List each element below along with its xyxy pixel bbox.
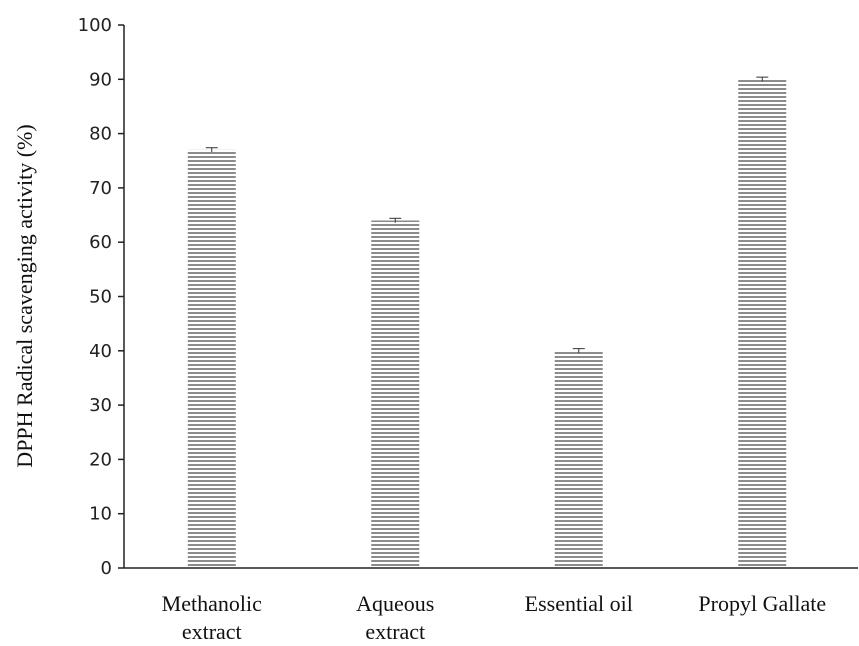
y-tick-label: 40: [89, 341, 112, 362]
y-tick-label: 100: [78, 15, 112, 36]
y-tick-label: 0: [101, 558, 112, 579]
category-label: Essential oil: [525, 591, 633, 616]
y-tick-label: 70: [89, 178, 112, 199]
y-tick-label: 50: [89, 287, 112, 308]
bar: [554, 350, 603, 568]
y-tick-label: 80: [89, 124, 112, 145]
y-tick-label: 90: [89, 69, 112, 90]
category-labels: Methanolic extract Aqueous extract Essential…: [162, 591, 826, 644]
y-tick-label: 20: [89, 449, 112, 470]
category-label: Methanolic extract: [162, 591, 262, 644]
bar: [187, 149, 236, 568]
y-axis-title: DPPH Radical scavenging activity (%): [12, 124, 37, 467]
error-bar: [205, 147, 218, 153]
y-tick-label: 30: [89, 395, 112, 416]
bar: [738, 79, 787, 569]
error-bar: [756, 76, 769, 82]
error-bar: [572, 348, 585, 353]
y-axis-ticks: 0 10 20 30 40 50 60 70 80 90 100: [78, 15, 124, 579]
category-label: Propyl Gallate: [698, 591, 826, 616]
error-bar: [389, 217, 402, 223]
y-tick-label: 10: [89, 504, 112, 525]
bars: [187, 76, 787, 569]
y-tick-label: 60: [89, 232, 112, 253]
category-label: Aqueous extract: [356, 591, 434, 644]
bar: [371, 220, 420, 569]
